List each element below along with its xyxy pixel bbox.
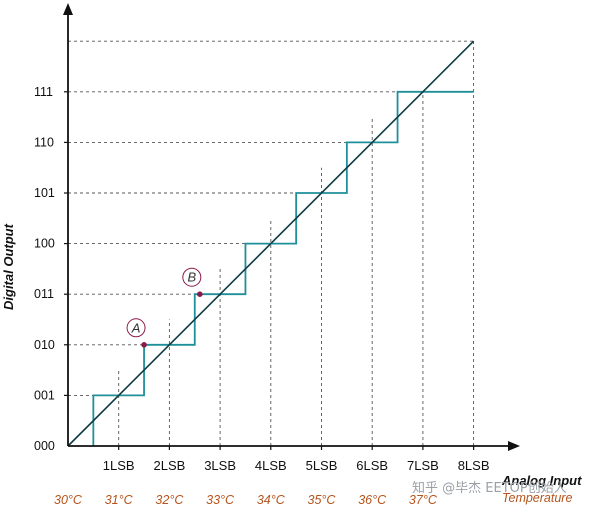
y-tick-label: 110 (34, 135, 54, 149)
y-tick-labels: 000 001 010 011 100 101 110 111 (34, 85, 55, 453)
markers: AB (126, 267, 203, 348)
x-tick-label: 3LSB (204, 458, 236, 473)
temperature-label: 32°C (155, 493, 184, 507)
temperature-label: 36°C (358, 493, 387, 507)
x-tick-label: 6LSB (356, 458, 388, 473)
x-tick-labels: 1LSB 2LSB 3LSB 4LSB 5LSB 6LSB 7LSB 8LSB (103, 458, 490, 473)
x-axis-arrow (508, 441, 520, 451)
ideal-transfer-line (67, 40, 475, 447)
y-tick-label: 010 (34, 338, 55, 352)
temperature-label: 35°C (308, 493, 337, 507)
marker-label: B (187, 270, 196, 285)
x-tick-label: 2LSB (153, 458, 185, 473)
temperature-label: 34°C (257, 493, 286, 507)
marker-label: A (131, 320, 141, 335)
marker-circle (126, 318, 146, 338)
temperature-title: Temperature (502, 491, 572, 505)
y-tick-label: 001 (34, 388, 55, 402)
marker-point (197, 291, 203, 298)
x-tick-label: 7LSB (407, 458, 439, 473)
axes (63, 3, 520, 451)
y-tick-label: 011 (34, 287, 54, 301)
marker-point (141, 342, 147, 348)
x-axis-title: Analog Input (501, 473, 582, 488)
temperature-label: 37°C (409, 493, 438, 507)
x-tick-label: 1LSB (103, 458, 135, 473)
y-tick-label: 101 (34, 186, 55, 200)
x-tick-label: 5LSB (306, 458, 338, 473)
quantization-staircase (92, 90, 474, 446)
watermark: 知乎 @毕杰 EETOP创始人 (412, 480, 567, 496)
y-axis-arrow (63, 3, 73, 15)
guide-lines (68, 40, 475, 446)
temperature-label: 30°C (54, 493, 83, 507)
x-tick-label: 4LSB (255, 458, 287, 473)
y-axis-title: Digital Output (1, 223, 16, 310)
temperature-labels: 30°C 31°C 32°C 33°C 34°C 35°C 36°C 37°C (54, 493, 438, 507)
y-tick-label: 000 (34, 439, 55, 453)
y-tick-label: 111 (34, 85, 53, 99)
marker-circle (182, 267, 202, 287)
y-tick-label: 100 (34, 237, 55, 251)
temperature-label: 31°C (105, 493, 134, 507)
x-tick-label: 8LSB (458, 458, 490, 473)
temperature-label: 33°C (206, 493, 235, 507)
